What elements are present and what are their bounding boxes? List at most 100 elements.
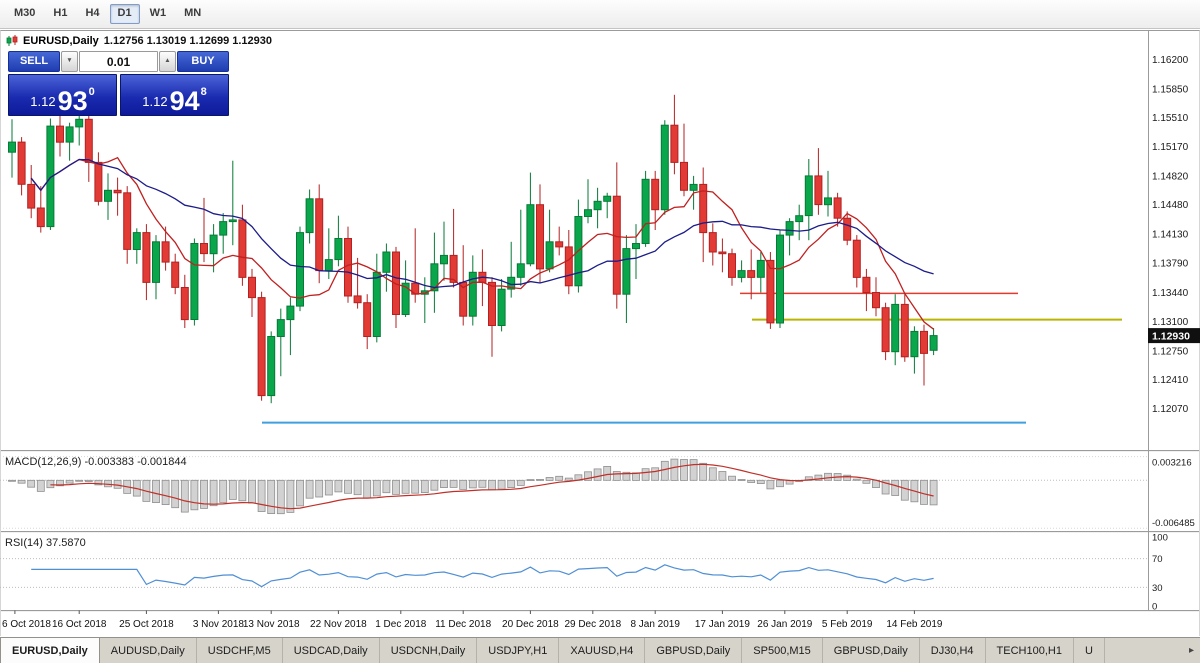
candle-body [94,161,103,202]
candle-body [718,251,727,255]
candle-body [728,253,736,278]
timeframe-button-mn[interactable]: MN [176,4,209,23]
chart-tab-audusd-daily[interactable]: AUDUSD,Daily [100,638,197,663]
chart-tab-tech100-h1[interactable]: TECH100,H1 [986,638,1074,663]
macd-indicator-label: MACD(12,26,9) -0.003383 -0.001844 [5,456,187,468]
date-axis-label: 14 Feb 2019 [886,619,943,630]
candle-body [593,200,602,211]
candle-body [161,241,170,263]
candle-body [372,271,381,337]
candle-body [17,141,26,185]
candle-body [180,287,189,321]
macd-histogram-bar [891,479,900,496]
chart-tab-sp500-m15[interactable]: SP500,M15 [742,638,823,663]
timeframe-button-h4[interactable]: H4 [77,4,107,23]
candle-body [420,290,429,295]
macd-histogram-bar [622,471,631,481]
candle-body [190,243,199,320]
chart-tab-gbpusd-daily[interactable]: GBPUSD,Daily [645,638,743,663]
chart-tab-u[interactable]: U [1074,638,1105,663]
macd-histogram-bar [420,479,429,493]
candle-body [8,141,16,153]
macd-histogram-bar [843,474,852,481]
candle-body [555,241,564,248]
candle-body [699,183,708,234]
macd-histogram-bar [94,479,103,486]
candle-body [324,259,333,272]
macd-histogram-bar [478,479,487,488]
candle-body [27,183,36,209]
volume-decrease-button[interactable]: ▼ [61,51,78,72]
macd-histogram-bar [555,475,564,481]
volume-increase-button[interactable]: ▲ [159,51,176,72]
candle-body [651,178,660,211]
ma-line-ma-fast [30,156,934,330]
macd-histogram-bar [612,471,621,481]
candle-body [872,292,880,309]
timeframe-button-d1[interactable]: D1 [109,4,140,24]
candle-body [680,161,688,191]
candle-body [142,232,151,283]
macd-histogram-bar [200,479,208,509]
chart-tab-usdchf-m5[interactable]: USDCHF,M5 [197,638,283,663]
buy-button[interactable]: BUY [177,51,229,72]
macd-histogram-bar [65,479,74,484]
macd-axis-label: 0.003216 [1152,458,1192,469]
candle-body [776,234,784,324]
candle-body [113,189,122,194]
candle-body [257,297,266,397]
macd-histogram-bar [440,479,448,488]
tab-scroll-right-icon[interactable]: ▸ [1188,645,1194,656]
chart-tab-usdcnh-daily[interactable]: USDCNH,Daily [380,638,478,663]
macd-histogram-bar [286,479,295,513]
candle-body [75,118,84,128]
rsi-axis-label: 0 [1152,602,1157,613]
chart-tab-eurusd-daily[interactable]: EURUSD,Daily [0,638,100,663]
candle-body [660,124,669,211]
date-axis-label: 26 Jan 2019 [757,619,812,630]
macd-histogram-bar [324,479,333,496]
volume-input[interactable] [79,51,158,72]
rsi-line [31,564,934,588]
candle-body [46,125,55,228]
chart-tab-usdcad-daily[interactable]: USDCAD,Daily [283,638,380,663]
macd-histogram-bar [449,479,458,488]
macd-histogram-bar [372,479,381,497]
candle-body [881,307,890,353]
ask-price-box[interactable]: 1.12 94 8 [120,74,229,116]
candle-body [449,254,458,283]
macd-histogram-bar [708,467,717,481]
macd-histogram-bar [814,474,823,481]
macd-histogram-bar [257,479,266,512]
candle-body [65,126,74,143]
chart-tab-xauusd-h4[interactable]: XAUUSD,H4 [559,638,646,663]
candle-body [468,271,477,317]
macd-histogram-bar [526,479,535,482]
candle-body [824,197,832,206]
chart-tab-dj30-h4[interactable]: DJ30,H4 [920,638,986,663]
macd-histogram-bar [219,479,228,503]
candle-body [276,319,285,338]
timeframe-button-w1[interactable]: W1 [142,4,175,23]
bid-price-box[interactable]: 1.12 93 0 [8,74,117,116]
chevron-down-icon: ▼ [66,57,73,65]
macd-histogram-bar [920,479,928,505]
candle-body [862,276,871,293]
chart-tab-gbpusd-daily[interactable]: GBPUSD,Daily [823,638,920,663]
timeframe-button-h1[interactable]: H1 [45,4,75,23]
chart-icon [6,35,18,46]
date-axis-label: 8 Jan 2019 [630,619,680,630]
timeframe-button-m30[interactable]: M30 [6,4,43,23]
candle-body [756,259,765,278]
bid-price-pips: 93 [57,86,88,117]
macd-histogram-bar [180,479,189,513]
candle-body [382,251,391,273]
sell-button[interactable]: SELL [8,51,60,72]
chart-tab-usdjpy-h1[interactable]: USDJPY,H1 [477,638,560,663]
timeframe-toolbar: M30 H1 H4 D1 W1 MN [0,0,1200,29]
macd-histogram-bar [56,479,64,487]
current-price-badge [1148,328,1200,344]
macd-histogram-bar [171,479,180,509]
candle-body [689,183,698,191]
